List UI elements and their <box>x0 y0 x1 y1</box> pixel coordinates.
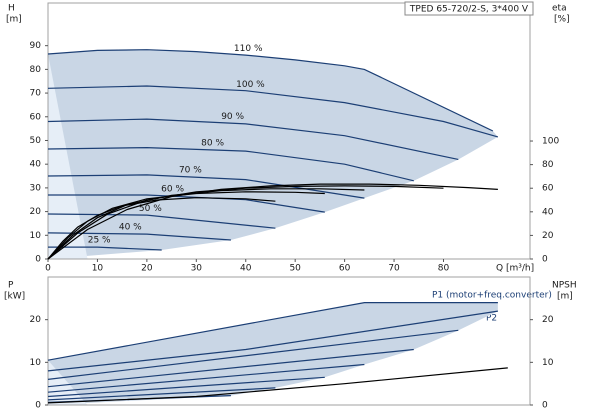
y-label: P <box>8 281 14 291</box>
curve <box>47 146 414 182</box>
curve <box>47 363 365 393</box>
secondary-curve <box>47 197 276 260</box>
secondary-curve <box>47 183 498 260</box>
y-tick-label: 20 <box>30 207 42 217</box>
y-unit: [m] <box>6 15 22 25</box>
title-box <box>404 1 534 16</box>
plot-frame <box>47 2 531 260</box>
secondary-curve <box>47 188 365 260</box>
curve <box>47 302 498 361</box>
annotation: P1 (motor+freq.converter) <box>432 291 552 301</box>
curve <box>47 376 325 398</box>
left-range <box>48 53 88 259</box>
x-tick-label: 20 <box>141 264 153 274</box>
curve-label: 110 % <box>234 44 263 54</box>
y-tick-label: 80 <box>30 65 42 75</box>
x-tick-label: 10 <box>92 264 104 274</box>
y2-tick-label: 60 <box>542 184 554 194</box>
y-tick-label: 10 <box>30 358 42 368</box>
curve <box>47 49 494 132</box>
left-range <box>48 360 88 405</box>
y2-tick-label: 20 <box>542 315 554 325</box>
y-unit: [kW] <box>4 292 25 302</box>
secondary-curve <box>47 367 508 404</box>
y-tick-label: 20 <box>30 315 42 325</box>
y-tick-label: 40 <box>30 160 42 170</box>
y2-tick-label: 100 <box>542 137 559 147</box>
chart-title: TPED 65-720/2-S, 3*400 V <box>409 5 529 15</box>
y-label: H <box>8 4 15 14</box>
plot-frame <box>47 276 531 406</box>
annotation: P2 <box>486 314 497 324</box>
curve-label: 60 % <box>161 185 184 195</box>
y-tick-label: 30 <box>30 183 42 193</box>
curve <box>47 387 276 401</box>
curve <box>47 213 276 229</box>
curve-label: 70 % <box>179 165 202 175</box>
y2-tick-label: 20 <box>542 231 554 241</box>
y2-tick-label: 0 <box>542 401 548 411</box>
y2-unit: [%] <box>554 15 570 25</box>
y2-tick-label: 10 <box>542 358 554 368</box>
secondary-curve <box>47 191 325 260</box>
y2-tick-label: 0 <box>542 255 548 265</box>
x-tick-label: 80 <box>438 264 450 274</box>
curve <box>47 232 231 241</box>
y-tick-label: 70 <box>30 89 42 99</box>
y-tick-label: 10 <box>30 231 42 241</box>
x-label: Q [m³/h] <box>496 264 534 274</box>
curve-label: 25 % <box>88 236 111 246</box>
y2-unit: [m] <box>557 292 573 302</box>
y2-tick-label: 80 <box>542 160 554 170</box>
curve-label: 50 % <box>139 204 162 214</box>
curve-label: 40 % <box>119 222 142 232</box>
x-tick-label: 30 <box>191 264 203 274</box>
curve <box>47 118 459 160</box>
curve <box>47 348 414 388</box>
y2-label: eta <box>552 4 567 14</box>
x-tick-label: 70 <box>388 264 400 274</box>
y-tick-label: 90 <box>30 41 42 51</box>
x-tick-label: 60 <box>339 264 351 274</box>
curve-label: 80 % <box>201 138 224 148</box>
y2-label: NPSH <box>552 281 577 291</box>
curve-label: 100 % <box>236 80 265 90</box>
y-tick-label: 50 <box>30 136 42 146</box>
x-tick-label: 0 <box>45 264 51 274</box>
curve <box>47 310 498 372</box>
curve-label: 90 % <box>221 112 244 122</box>
curve <box>47 85 499 138</box>
y-tick-label: 0 <box>35 255 41 265</box>
curve <box>47 329 459 380</box>
x-tick-label: 50 <box>289 264 301 274</box>
y-tick-label: 60 <box>30 112 42 122</box>
y2-tick-label: 40 <box>542 207 554 217</box>
y-tick-label: 0 <box>35 401 41 411</box>
x-tick-label: 40 <box>240 264 252 274</box>
